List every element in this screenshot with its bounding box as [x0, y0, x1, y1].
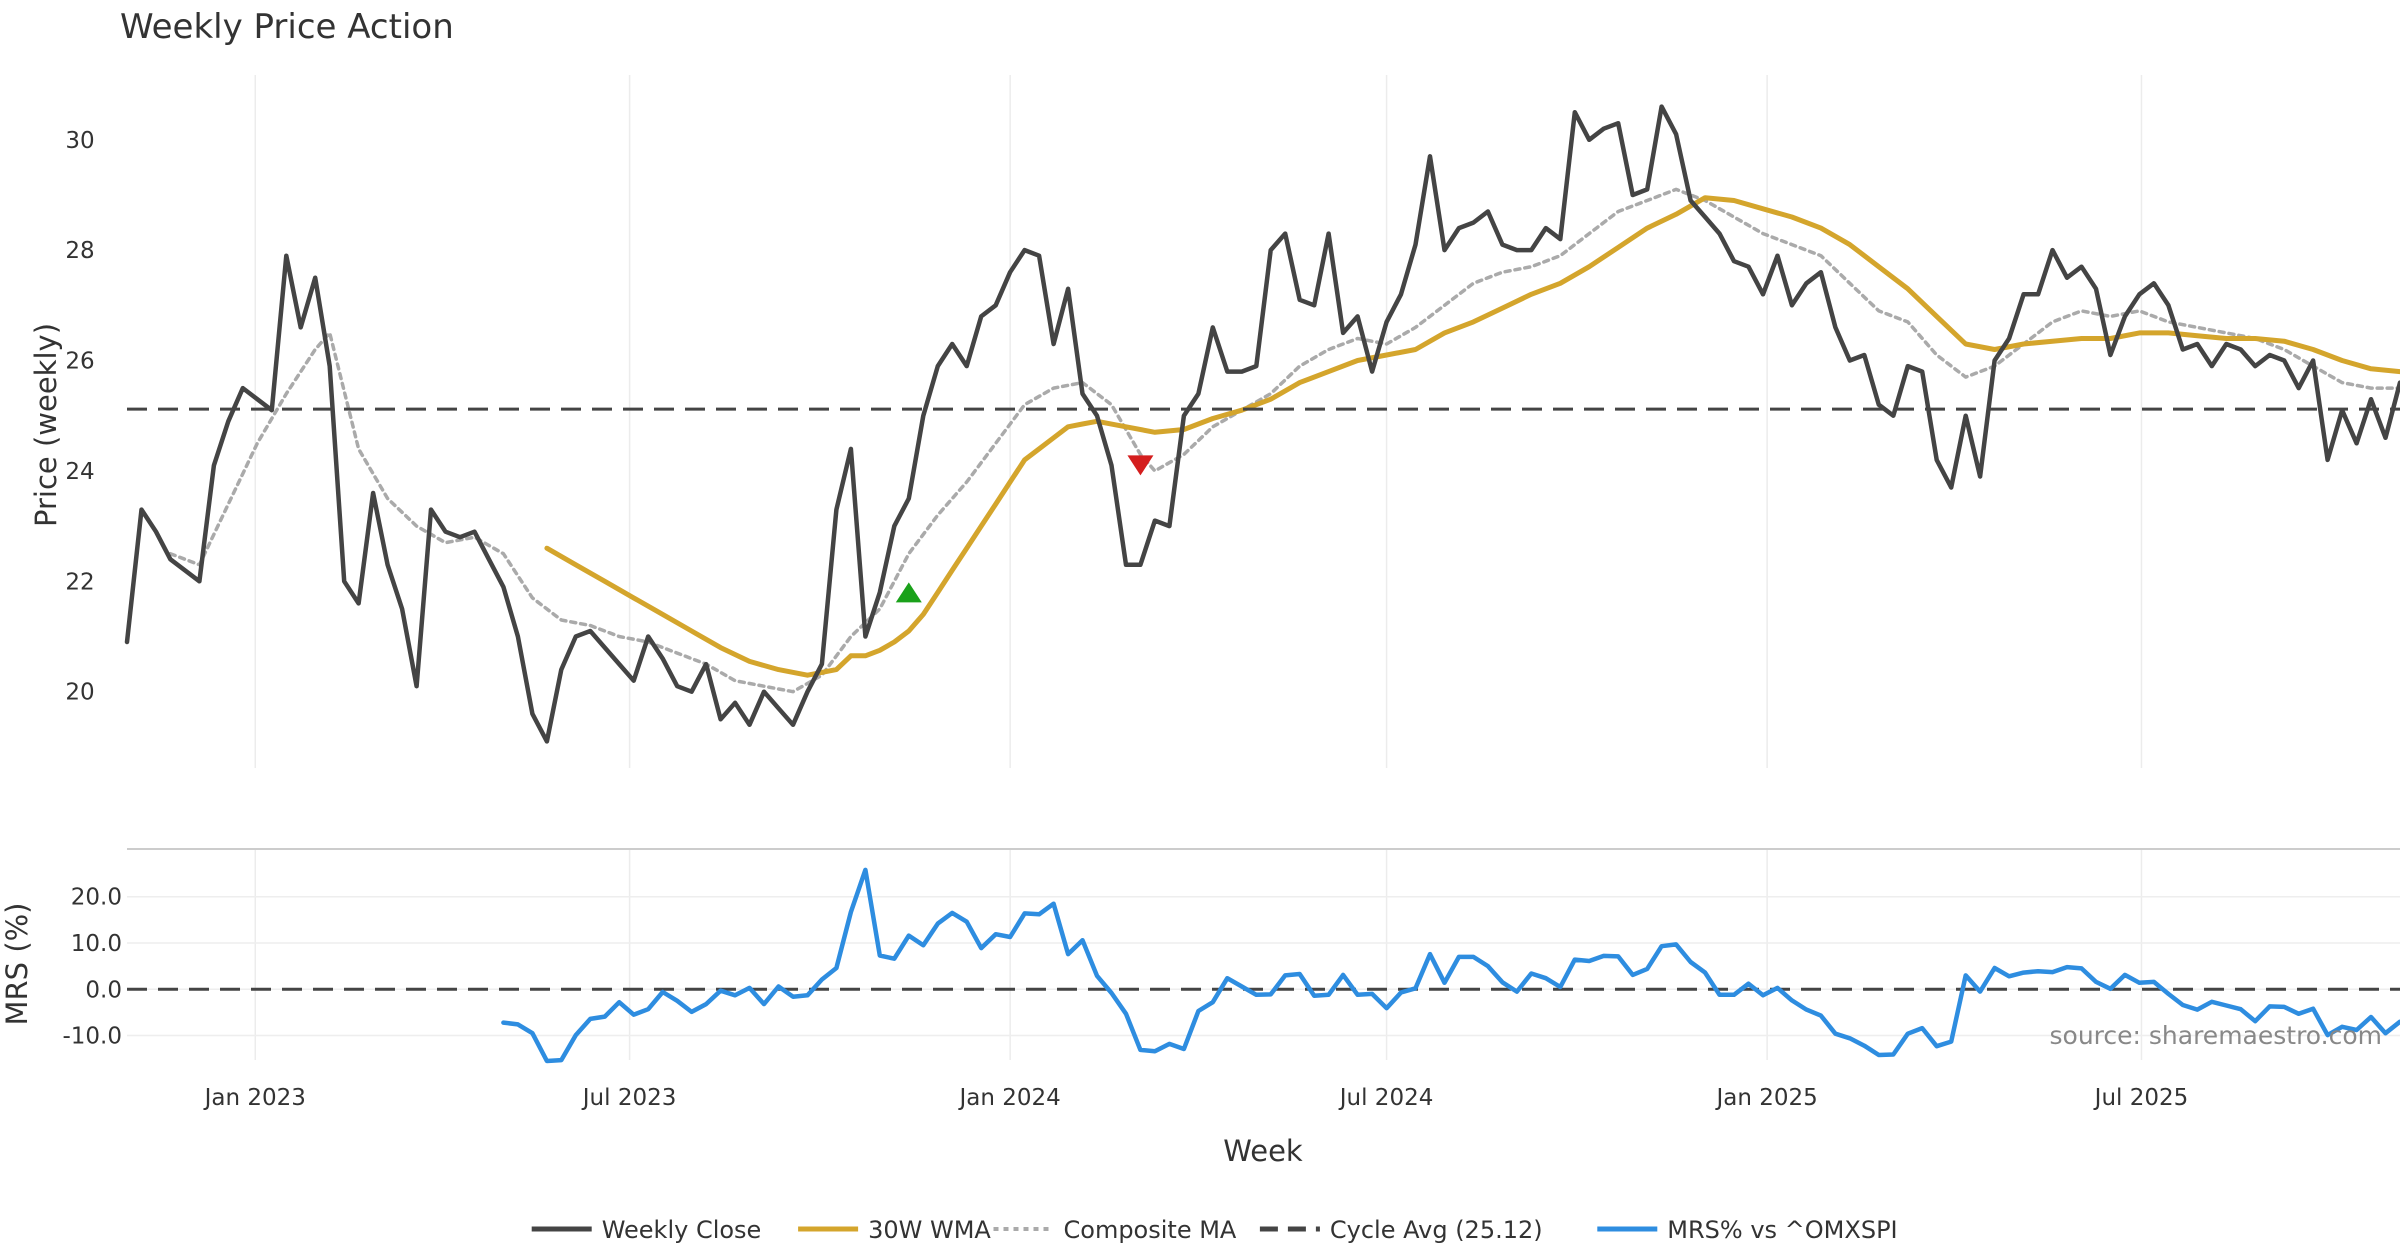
x-tick-label: Jul 2025: [2093, 1085, 2189, 1111]
x-tick-label: Jul 2024: [1338, 1085, 1434, 1111]
mrs-y-axis-label: MRS (%): [0, 903, 34, 1026]
chart-title: Weekly Price Action: [120, 7, 454, 47]
mrs-series: [127, 867, 2400, 1064]
price-y-tick-label: 26: [65, 349, 94, 375]
price-y-tick-label: 24: [65, 459, 94, 485]
legend-item: Cycle Avg (25.12): [1259, 1216, 1543, 1244]
price-weekly-close-line: [124, 104, 2400, 744]
buy-signal-marker: [895, 582, 922, 603]
legend-label: MRS% vs ^OMXSPI: [1667, 1216, 1897, 1244]
legend-item: Composite MA: [993, 1216, 1237, 1244]
source-note: source: sharemaestro.com: [2050, 1021, 2383, 1050]
price-y-tick-label: 28: [65, 238, 94, 264]
x-ticks: Jan 2023 Jul 2023 Jan 2024 Jul 2024 Jan 2025…: [203, 1085, 2189, 1111]
price-series: [124, 104, 2400, 744]
signal-markers: [895, 455, 1154, 603]
legend-label: Composite MA: [1064, 1216, 1237, 1244]
x-tick-label: Jan 2025: [1714, 1085, 1817, 1111]
legend: Weekly Close 30W WMA Composite MA Cycle Avg…: [531, 1216, 1898, 1244]
legend-label: 30W WMA: [868, 1216, 991, 1244]
legend-item: 30W WMA: [798, 1216, 991, 1244]
mrs-y-tick-label: 20.0: [71, 885, 122, 911]
mrs-mrs-vs-omxspi-line: [501, 867, 2400, 1064]
price-y-tick-label: 22: [65, 569, 94, 595]
price-y-axis-label: Price (weekly): [29, 323, 63, 527]
price-y-tick-label: 30: [65, 128, 94, 154]
legend-label: Weekly Close: [602, 1216, 762, 1244]
x-tick-label: Jan 2024: [957, 1085, 1060, 1111]
legend-item: Weekly Close: [531, 1216, 762, 1244]
price-30w-wma-line: [544, 195, 2400, 678]
x-tick-label: Jan 2023: [203, 1085, 306, 1111]
mrs-y-ticks: 20.0 10.0 0.0 -10.0: [62, 885, 122, 1050]
legend-label: Cycle Avg (25.12): [1330, 1216, 1543, 1244]
sell-signal-marker: [1127, 455, 1154, 476]
x-axis-label: Week: [1223, 1134, 1303, 1168]
price-composite-ma-line: [168, 187, 2400, 694]
mrs-y-tick-label: -10.0: [62, 1024, 122, 1050]
mrs-y-tick-label: 10.0: [71, 931, 122, 957]
price-y-tick-label: 20: [65, 680, 94, 706]
legend-item: MRS% vs ^OMXSPI: [1597, 1216, 1898, 1244]
price-y-ticks: 20 22 24 26 28 30: [65, 128, 94, 706]
x-tick-label: Jul 2023: [581, 1085, 677, 1111]
mrs-y-tick-label: 0.0: [85, 977, 122, 1003]
